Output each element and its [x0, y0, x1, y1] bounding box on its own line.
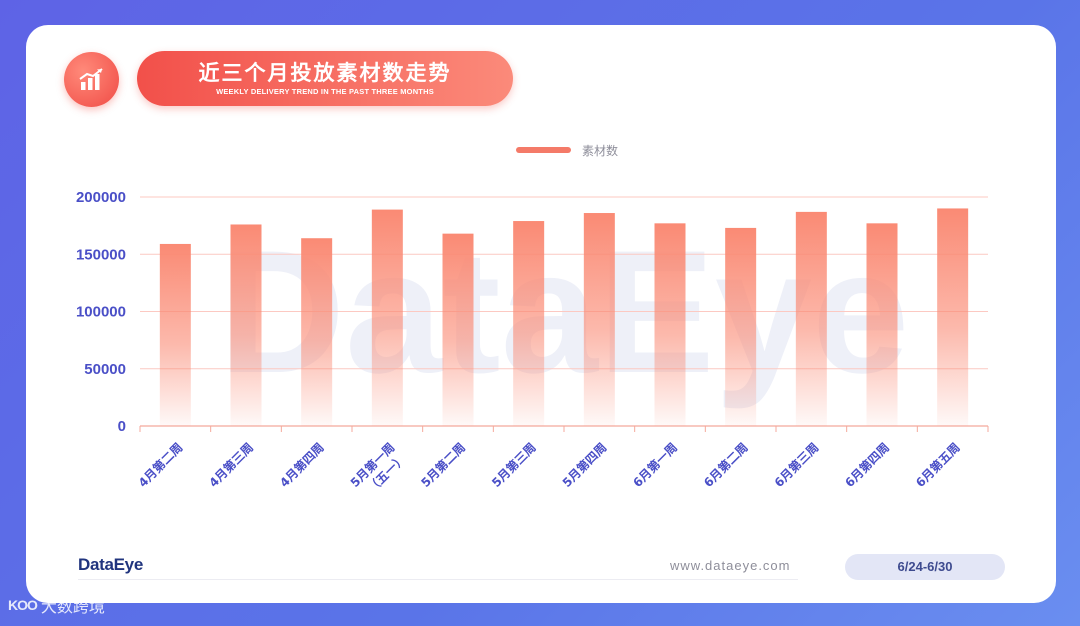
- x-tick-label: 5月第二周: [418, 440, 468, 490]
- title-banner: 近三个月投放素材数走势 WEEKLY DELIVERY TREND IN THE…: [137, 51, 513, 106]
- website-url: www.dataeye.com: [670, 558, 791, 573]
- footer-divider: [78, 579, 798, 580]
- bar: [937, 208, 969, 426]
- brand-logo: DataEye: [78, 555, 143, 574]
- y-tick-label: 200000: [76, 189, 126, 206]
- bar: [371, 209, 403, 426]
- x-tick-label: 6月第一周: [630, 440, 680, 490]
- corner-watermark: KOO 大数跨境: [8, 593, 105, 617]
- bar: [583, 213, 615, 426]
- corner-logo-text: 大数跨境: [40, 597, 105, 616]
- x-tick-label: 5月第一周（五一）: [347, 440, 409, 502]
- bar: [230, 224, 262, 426]
- bar: [159, 243, 191, 426]
- bar: [654, 223, 686, 426]
- date-range-badge: 6/24-6/30: [845, 554, 1005, 580]
- x-tick-label: 6月第二周: [700, 440, 750, 490]
- bar: [725, 227, 757, 426]
- x-tick-label: 6月第四周: [842, 440, 892, 490]
- corner-logo-mark: KOO: [8, 597, 38, 613]
- legend-label: 素材数: [582, 143, 619, 158]
- chart-legend: 素材数: [516, 140, 618, 160]
- x-tick-label: 6月第三周: [771, 440, 821, 490]
- bar: [301, 238, 333, 426]
- page-subtitle: WEEKLY DELIVERY TREND IN THE PAST THREE …: [216, 87, 434, 96]
- legend-swatch: [516, 147, 571, 153]
- bar-chart-icon: [64, 52, 119, 107]
- bar: [866, 223, 898, 426]
- bar: [795, 211, 827, 426]
- y-tick-label: 0: [118, 418, 126, 435]
- x-tick-label: 4月第三周: [206, 440, 256, 490]
- chart-watermark: DataEye: [219, 215, 910, 410]
- x-tick-label: 5月第四周: [559, 440, 609, 490]
- x-tick-label: 4月第二周: [135, 440, 185, 490]
- y-tick-label: 150000: [76, 246, 126, 263]
- x-tick-label: 6月第五周: [912, 440, 962, 490]
- x-tick-label: 5月第三周: [488, 440, 538, 490]
- y-tick-label: 100000: [76, 304, 126, 321]
- page-title: 近三个月投放素材数走势: [198, 61, 452, 85]
- y-tick-label: 50000: [84, 361, 126, 378]
- x-tick-label: 4月第四周: [276, 440, 326, 490]
- bar: [442, 233, 474, 426]
- bar: [513, 221, 545, 426]
